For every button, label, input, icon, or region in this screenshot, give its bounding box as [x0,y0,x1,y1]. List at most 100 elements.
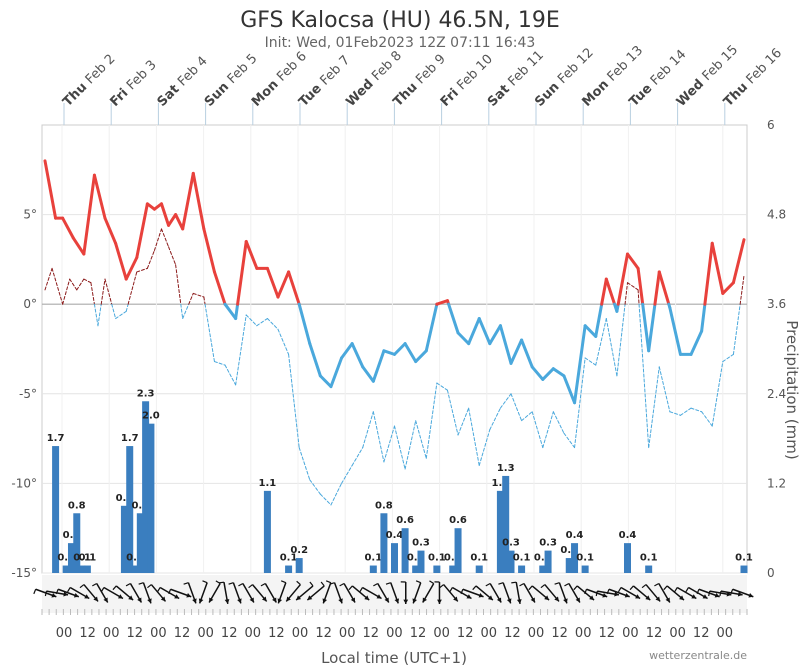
wind-arrow-barb [663,585,668,591]
date-label-date: Feb 12 [555,45,597,87]
dewpoint-line-segment [168,246,177,266]
dewpoint-line-segment [188,292,194,305]
wind-arrow-head [224,599,230,604]
temperature-line-segment [710,241,725,295]
y-left-tick-label: 0° [23,297,37,311]
dewpoint-line-segment [574,357,586,449]
temperature-line-segment [447,302,460,335]
date-label-date: Feb 5 [225,51,261,87]
wind-arrow-head [645,595,651,601]
wind-arrow-barb [168,589,172,595]
temperature-line-segment [414,349,428,364]
dewpoint-line-segment [468,407,480,466]
wind-arrow-head [209,597,214,603]
wind-arrow-head [679,595,684,601]
wind-arrow-head [186,593,192,598]
dewpoint-line-segment [531,411,544,449]
dewpoint-line-segment [446,389,459,436]
hour-tick-label: 00 [433,626,450,641]
wind-arrow-head [322,598,328,604]
dewpoint-line-segment [372,411,385,463]
precip-bar [136,513,144,573]
wind-arrow [138,582,152,604]
wind-arrow [400,581,409,604]
precip-bar-label: 0.1 [534,553,552,564]
dewpoint-line-segment [100,278,106,305]
wind-arrow-head [117,594,123,599]
hour-tick-label: 12 [79,626,96,641]
precip-bar-label: 0.1 [576,553,594,564]
wind-arrow-barb [629,585,634,591]
date-label-date: Feb 7 [317,53,353,89]
hour-axis: 00 12 00 12 00 12 00 12 00 12 00 12 00 12 00 12 00 12 00 12… [56,626,733,641]
precip-bar-label: 0.4 [619,530,637,541]
wind-arrow-barb [329,582,335,585]
precip-bar [502,475,510,573]
dewpoint-line-segment [732,303,741,355]
hour-tick-label: 00 [386,626,403,641]
wind-arrow-head [487,595,493,601]
hour-tick-label: 12 [315,626,332,641]
wind-arrow [228,582,242,604]
dewpoint-line-segment [213,361,226,366]
temperature-line-segment [318,374,333,389]
temperature-line-segment [456,331,471,346]
dewpoint-line-segment [711,361,724,427]
precip-bar-label: 2.0 [142,411,160,422]
dewpoint-line-segment [153,228,162,251]
wind-arrow [100,586,124,600]
wind-arrow [168,588,192,598]
wind-arrow-barb [125,582,131,587]
dewpoint-line-segment [351,447,364,466]
wind-arrow-head [192,598,197,604]
wind-arrow-head [198,598,204,604]
hour-tick-label: 12 [410,626,427,641]
dewpoint-line-segment [638,303,650,449]
chart-subtitle: Init: Wed, 01Feb2023 12Z 07:11 16:43 [265,35,536,51]
dewpoint-line-segment [542,411,554,449]
wind-arrow [485,582,502,603]
date-label-date: Feb 2 [83,52,119,88]
dewpoint-line-segment [436,382,448,391]
temperature-line-segment [467,317,481,346]
dewpoint-line-segment [235,314,247,386]
temperature-line-segment [477,317,492,346]
wind-arrow-head [602,593,608,598]
wind-arrow-barb [385,582,391,585]
date-label: Fri Feb 3 [107,58,159,110]
dewpoint-line-segment [362,411,374,449]
y-right-tick-label: 1.2 [767,476,786,490]
wind-arrow-barb [554,582,560,585]
precip-bar-label: 0.1 [470,553,488,564]
hour-tick-label: 00 [528,626,545,641]
wind-arrow-head [412,598,417,604]
precip-bar [83,565,91,573]
precip-bar [142,401,150,573]
temperature-line-segment [167,213,178,227]
dewpoint-line-segment [245,314,258,327]
precip-bar-label: 0.1 [79,553,97,564]
temperature-line-segment [308,342,322,378]
hour-tick-label: 00 [669,626,686,641]
hour-tick-label: 00 [339,626,356,641]
wind-arrow [564,582,581,603]
dewpoint-line-segment [499,393,512,409]
date-label-date: Feb 4 [175,54,211,90]
wind-arrow [412,580,422,604]
dewpoint-line-segment [627,282,639,291]
wind-arrow-barb [92,582,97,587]
dewpoint-line-segment [104,278,113,305]
wind-arrow-barb [67,587,71,593]
wind-arrow-barb [498,582,504,585]
hour-tick-label: 00 [103,626,120,641]
precip-bar-label: 0.1 [513,553,531,564]
date-label-date: Feb 10 [454,52,496,94]
wind-arrow-barb [595,590,598,597]
precip-bar-label: 1.7 [47,433,65,444]
precip-bar [120,505,128,573]
wind-arrow-head [496,597,502,603]
wind-arrow-head [422,597,427,603]
dewpoint-line-segment [457,407,470,436]
wind-arrow [218,581,230,604]
credit-text: wetterzentrale.de [649,649,747,662]
